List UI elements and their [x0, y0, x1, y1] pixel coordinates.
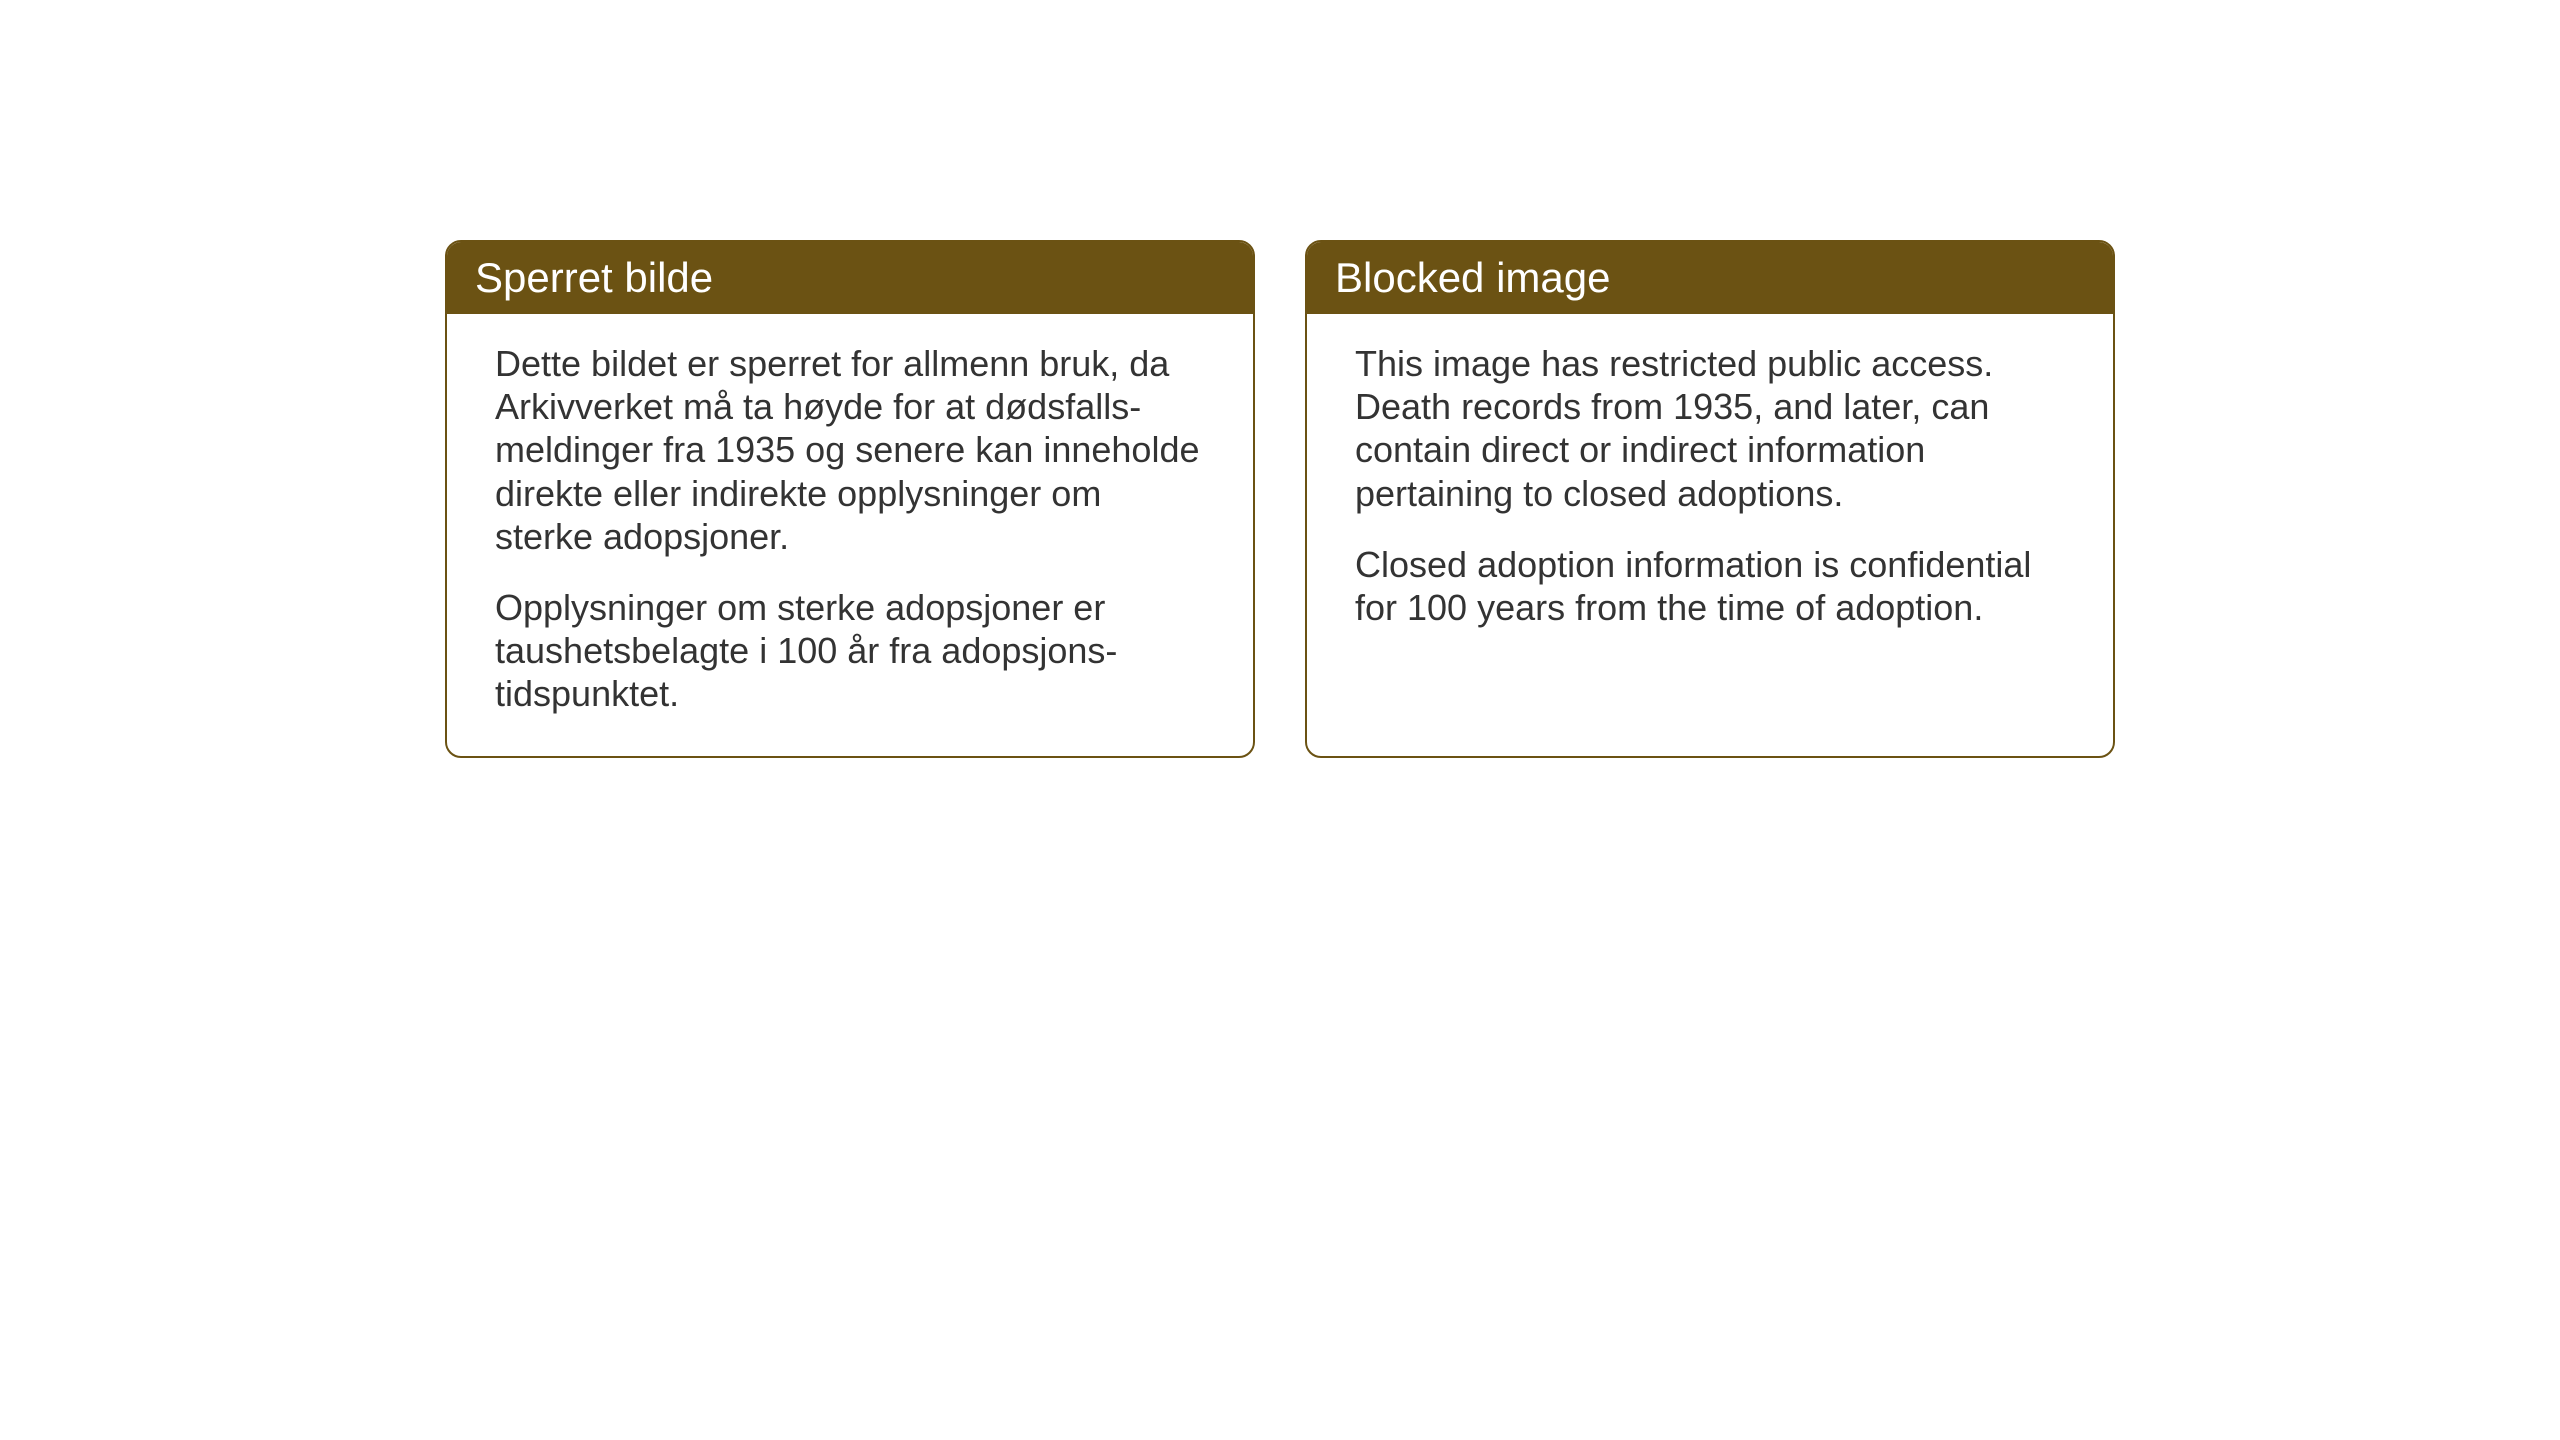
- paragraph-norwegian-2: Opplysninger om sterke adopsjoner er tau…: [495, 586, 1205, 716]
- card-header-english: Blocked image: [1307, 242, 2113, 314]
- paragraph-norwegian-1: Dette bildet er sperret for allmenn bruk…: [495, 342, 1205, 558]
- paragraph-english-1: This image has restricted public access.…: [1355, 342, 2065, 515]
- card-body-norwegian: Dette bildet er sperret for allmenn bruk…: [447, 314, 1253, 756]
- card-header-norwegian: Sperret bilde: [447, 242, 1253, 314]
- card-body-english: This image has restricted public access.…: [1307, 314, 2113, 734]
- paragraph-english-2: Closed adoption information is confident…: [1355, 543, 2065, 629]
- card-english: Blocked image This image has restricted …: [1305, 240, 2115, 758]
- card-norwegian: Sperret bilde Dette bildet er sperret fo…: [445, 240, 1255, 758]
- cards-container: Sperret bilde Dette bildet er sperret fo…: [445, 240, 2115, 758]
